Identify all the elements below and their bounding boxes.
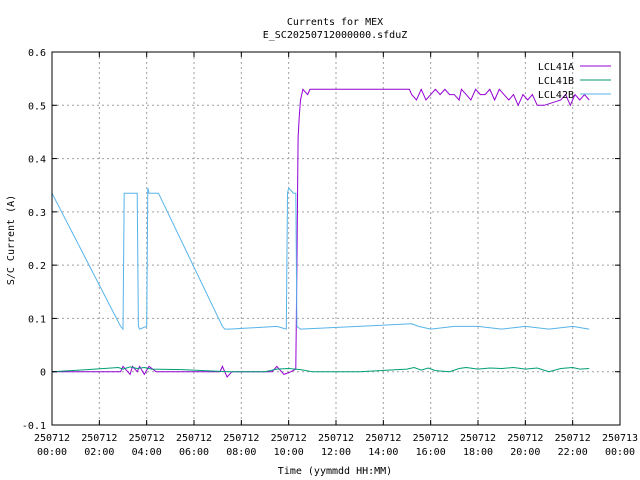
x-tick-time-label: 04:00	[132, 447, 162, 458]
y-tick-label: 0.5	[28, 101, 46, 112]
x-tick-date-label: 250712	[129, 433, 165, 444]
x-tick-time-label: 08:00	[226, 447, 256, 458]
x-tick-date-label: 250712	[507, 433, 543, 444]
y-axis-ticks: -0.1 0 0.1 0.2 0.3 0.4 0.5 0.6	[22, 48, 620, 432]
y-tick-label: 0.4	[28, 155, 46, 166]
x-axis-ticks: 250712 00:00 250712 02:00 250712 04:00 250712 0…	[34, 52, 638, 458]
legend-label: LCL41B	[538, 76, 574, 87]
x-tick-date-label: 250712	[365, 433, 401, 444]
x-tick-time-label: 12:00	[321, 447, 351, 458]
x-axis-label: Time (yymmdd HH:MM)	[278, 466, 392, 477]
x-tick-date-label: 250712	[34, 433, 70, 444]
x-tick-time-label: 02:00	[84, 447, 114, 458]
y-tick-label: -0.1	[22, 421, 46, 432]
legend-label: LCL42B	[538, 90, 574, 101]
y-tick-label: 0.6	[28, 48, 46, 59]
x-tick-time-label: 22:00	[558, 447, 588, 458]
x-tick-date-label: 250712	[555, 433, 591, 444]
x-tick-date-label: 250712	[271, 433, 307, 444]
x-tick-time-label: 10:00	[274, 447, 304, 458]
x-tick-date-label: 250712	[318, 433, 354, 444]
y-axis-label: S/C Current (A)	[6, 195, 17, 285]
x-tick-time-label: 18:00	[463, 447, 493, 458]
x-tick-date-label: 250713	[602, 433, 638, 444]
y-tick-label: 0.1	[28, 314, 46, 325]
x-tick-time-label: 16:00	[416, 447, 446, 458]
x-tick-time-label: 20:00	[510, 447, 540, 458]
chart-subtitle: E_SC20250712000000.sfduZ	[263, 30, 408, 41]
chart-title: Currents for MEX	[287, 17, 383, 28]
legend-label: LCL41A	[538, 62, 574, 73]
x-tick-date-label: 250712	[413, 433, 449, 444]
x-tick-time-label: 00:00	[605, 447, 635, 458]
x-tick-date-label: 250712	[223, 433, 259, 444]
x-tick-time-label: 00:00	[37, 447, 67, 458]
plot-series	[51, 88, 590, 378]
grid	[52, 52, 620, 425]
y-tick-label: 0.3	[28, 208, 46, 219]
series-line-lcl41a	[52, 88, 590, 378]
x-tick-date-label: 250712	[176, 433, 212, 444]
y-tick-label: 0.2	[28, 261, 46, 272]
x-tick-time-label: 06:00	[179, 447, 209, 458]
x-tick-date-label: 250712	[460, 433, 496, 444]
legend: LCL41A LCL41B LCL42B	[538, 62, 611, 101]
series-line-lcl41b	[51, 366, 590, 373]
x-tick-date-label: 250712	[81, 433, 117, 444]
series-line-lcl42b	[51, 186, 590, 331]
y-tick-label: 0	[40, 368, 46, 379]
x-tick-time-label: 14:00	[368, 447, 398, 458]
